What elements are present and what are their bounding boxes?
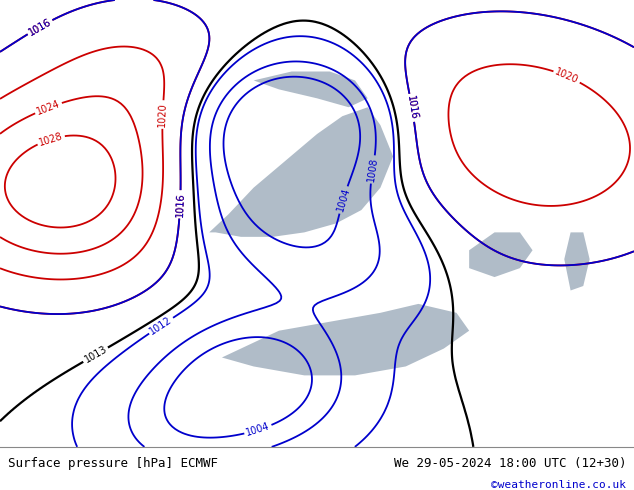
Text: 1012: 1012 (148, 315, 174, 337)
Text: 1016: 1016 (174, 192, 186, 217)
Text: 1016: 1016 (405, 95, 419, 121)
Text: We 29-05-2024 18:00 UTC (12+30): We 29-05-2024 18:00 UTC (12+30) (394, 457, 626, 470)
Polygon shape (222, 304, 469, 375)
Text: 1028: 1028 (37, 131, 64, 147)
Text: 1008: 1008 (366, 157, 379, 182)
Text: 1016: 1016 (405, 95, 419, 121)
Polygon shape (469, 232, 533, 277)
Text: 1020: 1020 (553, 67, 580, 86)
Text: 1004: 1004 (245, 421, 271, 438)
Polygon shape (254, 72, 368, 107)
Text: 1016: 1016 (27, 17, 53, 37)
Text: 1004: 1004 (335, 187, 351, 213)
Text: 1024: 1024 (35, 98, 61, 117)
Text: 1013: 1013 (82, 344, 108, 365)
Text: ©weatheronline.co.uk: ©weatheronline.co.uk (491, 480, 626, 490)
Text: Surface pressure [hPa] ECMWF: Surface pressure [hPa] ECMWF (8, 457, 217, 470)
Text: 1016: 1016 (174, 192, 186, 217)
Polygon shape (564, 232, 590, 291)
Text: 1020: 1020 (157, 102, 168, 127)
Text: 1016: 1016 (27, 17, 53, 37)
Polygon shape (209, 107, 393, 237)
